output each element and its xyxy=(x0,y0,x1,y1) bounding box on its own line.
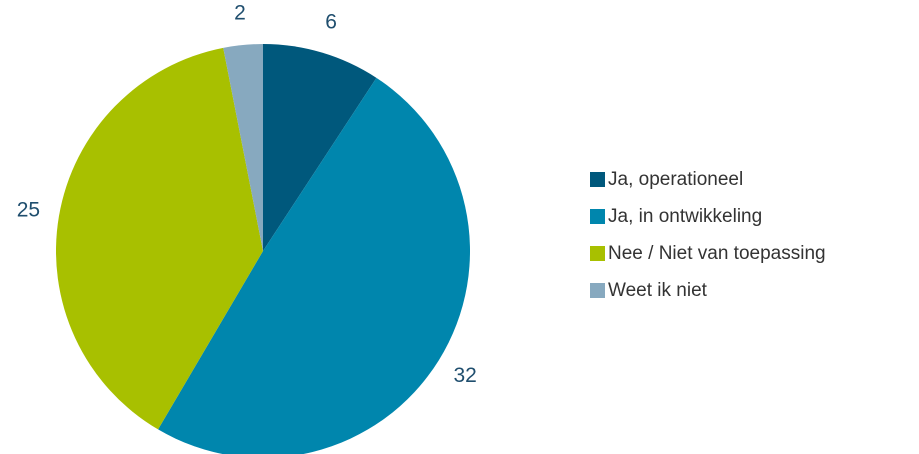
pie-slice xyxy=(158,77,470,454)
legend-swatch xyxy=(590,246,605,261)
pie-slice xyxy=(263,44,377,251)
legend-swatch xyxy=(590,283,605,298)
legend-label: Weet ik niet xyxy=(608,280,708,301)
legend-label: Ja, in ontwikkeling xyxy=(608,206,762,227)
pie-slice xyxy=(55,47,263,430)
legend-label: Ja, operationeel xyxy=(608,169,743,190)
legend-swatch xyxy=(590,209,605,224)
data-label: 32 xyxy=(453,364,476,387)
data-label: 2 xyxy=(234,2,246,25)
data-label: 6 xyxy=(325,10,337,33)
pie-slice xyxy=(223,44,263,251)
data-label: 25 xyxy=(17,198,40,221)
legend-swatch xyxy=(590,172,605,187)
legend-label: Nee / Niet van toepassing xyxy=(608,243,826,264)
